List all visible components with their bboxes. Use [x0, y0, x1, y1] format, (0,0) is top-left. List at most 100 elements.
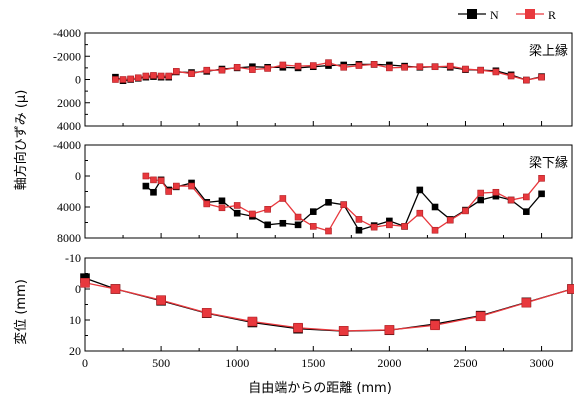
- data-point-R: [384, 325, 395, 335]
- data-point-R: [477, 66, 484, 74]
- x-tick-label: 1000: [225, 356, 249, 370]
- data-point-R: [521, 297, 532, 308]
- data-point-R: [173, 68, 180, 75]
- data-point-R: [249, 210, 256, 218]
- data-point-R: [338, 326, 349, 336]
- data-point-R: [134, 74, 142, 82]
- data-point-R: [462, 207, 469, 215]
- data-point-R: [567, 284, 574, 294]
- data-point-R: [173, 182, 180, 190]
- data-point-R: [355, 62, 363, 69]
- data-point-R: [218, 66, 226, 74]
- y-tick-label: 2000: [57, 96, 81, 110]
- data-point-R: [325, 59, 332, 66]
- x-tick-label: 1500: [301, 356, 325, 370]
- data-point-R: [119, 76, 127, 83]
- data-point-R: [475, 311, 486, 322]
- data-point-N: [309, 208, 317, 215]
- data-point-R: [264, 65, 271, 72]
- data-point-R: [142, 72, 150, 80]
- data-point-R: [507, 196, 515, 204]
- y-tick-label: 20: [69, 344, 81, 358]
- legend-label-R: R: [548, 8, 556, 22]
- x-tick-label: 3000: [530, 356, 554, 370]
- data-point-N: [279, 219, 287, 227]
- data-point-R: [112, 76, 119, 83]
- data-point-R: [188, 182, 195, 190]
- data-point-R: [370, 61, 378, 68]
- data-point-N: [355, 226, 363, 234]
- y-tick-label: 4000: [57, 200, 81, 214]
- data-point-R: [492, 188, 500, 196]
- x-tick-label: 2000: [377, 356, 401, 370]
- y-tick-label: 10: [69, 313, 81, 327]
- y-axis-label-strain: 軸方向ひずみ (μ): [13, 90, 29, 191]
- y-tick-label: 0: [75, 73, 81, 87]
- data-point-N: [142, 182, 150, 190]
- y-axis-label-displacement: 変位 (mm): [13, 279, 29, 345]
- data-point-R: [142, 172, 150, 180]
- data-point-R: [431, 226, 439, 234]
- data-point-R: [430, 320, 440, 331]
- x-tick-label: 500: [152, 356, 170, 370]
- data-point-N: [477, 196, 484, 204]
- data-point-R: [218, 204, 226, 212]
- data-point-R: [249, 66, 256, 73]
- y-tick-label: -2000: [53, 49, 81, 63]
- legend-marker-R: [525, 9, 535, 19]
- data-point-R: [201, 308, 212, 318]
- data-point-N: [150, 188, 157, 196]
- data-point-R: [150, 72, 157, 79]
- y-tick-label: -10: [65, 251, 81, 265]
- data-point-R: [309, 62, 317, 69]
- data-point-R: [294, 213, 302, 221]
- data-point-R: [264, 206, 271, 213]
- data-point-R: [233, 63, 241, 71]
- x-axis-label: 自由端からの距離 (mm): [248, 381, 392, 396]
- data-point-N: [416, 186, 424, 194]
- data-point-R: [431, 63, 439, 71]
- y-tick-label: 4000: [57, 119, 81, 133]
- y-tick-label: -4000: [53, 138, 81, 152]
- data-point-R: [203, 66, 211, 74]
- panel-deflection: -10 0 10 20: [65, 251, 574, 358]
- panel-lower: -4000 0 4000 8000 梁下縁: [53, 138, 573, 245]
- panel-annotation: 梁下縁: [529, 155, 568, 171]
- data-point-R: [294, 62, 302, 70]
- data-point-R: [370, 223, 378, 231]
- data-point-R: [416, 209, 424, 217]
- data-point-N: [218, 197, 226, 205]
- data-point-R: [477, 189, 484, 197]
- y-tick-label: 0: [75, 169, 81, 183]
- data-point-R: [355, 216, 363, 223]
- data-point-N: [325, 199, 332, 206]
- data-point-R: [233, 202, 241, 209]
- data-point-N: [431, 203, 439, 211]
- data-point-R: [127, 75, 134, 83]
- data-point-R: [401, 223, 408, 230]
- data-point-R: [416, 63, 424, 71]
- data-point-R: [293, 322, 303, 333]
- y-tick-label: 0: [75, 282, 81, 296]
- data-point-R: [340, 63, 348, 71]
- y-tick-label: 8000: [57, 231, 81, 245]
- data-point-R: [279, 195, 287, 202]
- data-point-R: [446, 62, 454, 70]
- data-point-R: [188, 70, 195, 77]
- data-point-R: [401, 63, 408, 71]
- y-tick-label: -4000: [53, 26, 81, 40]
- data-point-R: [279, 61, 287, 69]
- panel-annotation: 梁上縁: [529, 43, 568, 59]
- data-point-R: [538, 175, 545, 182]
- data-point-R: [247, 316, 258, 327]
- data-point-R: [340, 201, 348, 208]
- legend-marker-N: [467, 9, 477, 19]
- data-point-R: [462, 65, 469, 73]
- data-point-R: [507, 72, 515, 80]
- legend-label-N: N: [490, 8, 499, 22]
- x-tick-label: 2500: [453, 356, 477, 370]
- panel-upper: -4000 -2000 0 2000 4000 梁上縁: [53, 26, 573, 133]
- data-point-R: [386, 64, 393, 72]
